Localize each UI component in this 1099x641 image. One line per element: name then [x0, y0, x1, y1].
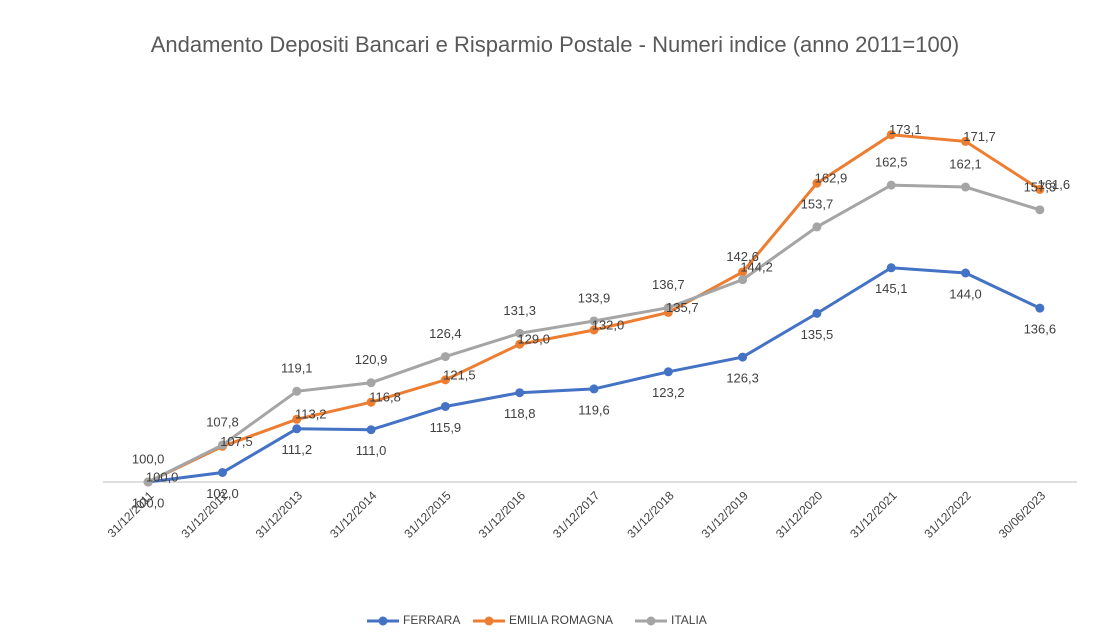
data-point	[961, 136, 971, 146]
data-label: 132,0	[592, 317, 625, 332]
data-point	[366, 397, 376, 407]
data-label: 102,0	[206, 486, 239, 501]
data-label: 131,3	[503, 303, 536, 318]
data-label: 133,9	[578, 290, 611, 305]
data-label: 107,8	[206, 414, 239, 429]
x-tick-label: 31/12/2014	[327, 488, 380, 541]
data-point	[1035, 205, 1045, 215]
legend-marker	[646, 616, 656, 626]
data-point	[589, 325, 599, 335]
data-label: 115,9	[430, 420, 462, 435]
data-point	[440, 401, 450, 411]
data-label: 145,1	[875, 281, 908, 296]
data-label: 100,0	[132, 495, 165, 510]
data-label: 142,6	[726, 249, 759, 264]
data-point	[738, 352, 748, 362]
data-label: 136,7	[652, 277, 685, 292]
chart-title: Andamento Depositi Bancari e Risparmio P…	[150, 32, 960, 57]
data-point	[515, 388, 525, 398]
data-point	[961, 268, 971, 278]
x-tick-label: 31/12/2013	[253, 488, 306, 541]
data-label: 135,7	[666, 300, 699, 315]
data-label: 157,3	[1024, 179, 1057, 194]
x-tick-label: 31/12/2016	[476, 488, 529, 541]
data-label: 126,4	[429, 326, 462, 341]
x-tick-label: 31/12/2019	[699, 488, 752, 541]
data-point	[440, 352, 450, 362]
data-label: 100,0	[132, 451, 165, 466]
x-tick-label: 31/12/2022	[922, 488, 975, 541]
data-label: 135,5	[801, 327, 834, 342]
data-label: 107,5	[220, 434, 253, 449]
data-point	[1035, 184, 1045, 194]
data-point	[886, 180, 896, 190]
data-label: 153,7	[801, 196, 834, 211]
data-label: 111,2	[281, 442, 312, 457]
data-label: 129,0	[517, 332, 550, 347]
data-label: 123,2	[652, 385, 685, 400]
data-point	[812, 178, 822, 188]
data-label: 113,2	[295, 407, 327, 422]
data-label: 120,9	[355, 352, 388, 367]
data-point	[961, 182, 971, 192]
legend-marker	[378, 616, 388, 626]
data-label: 118,8	[504, 406, 536, 421]
data-point	[292, 414, 302, 424]
data-label: 119,1	[281, 361, 313, 376]
x-tick-label: 31/12/2018	[624, 488, 677, 541]
data-point	[589, 316, 599, 326]
data-point	[143, 477, 153, 487]
data-point	[738, 275, 748, 285]
data-label: 173,1	[889, 122, 922, 137]
legend-marker	[484, 616, 494, 626]
data-label: 162,1	[949, 156, 982, 171]
data-label: 161,6	[1038, 177, 1071, 192]
data-label: 162,5	[875, 155, 908, 170]
data-label: 126,3	[726, 371, 759, 386]
x-tick-label: 31/12/2017	[550, 488, 603, 541]
data-label: 162,9	[815, 171, 848, 186]
data-point	[589, 384, 599, 394]
x-tick-label: 31/12/2020	[773, 488, 826, 541]
data-label: 111,0	[356, 443, 387, 458]
legend-label: ITALIA	[671, 613, 707, 627]
legend-label: FERRARA	[403, 613, 460, 627]
legend-label: EMILIA ROMAGNA	[509, 613, 613, 627]
data-point	[738, 267, 748, 277]
x-tick-label: 31/12/2021	[847, 488, 900, 541]
data-point	[515, 328, 525, 338]
data-point	[886, 130, 896, 140]
data-point	[812, 308, 822, 318]
data-label: 144,0	[949, 286, 982, 301]
data-point	[1035, 303, 1045, 313]
data-point	[663, 303, 673, 313]
x-tick-label: 30/06/2023	[996, 488, 1049, 541]
data-point	[217, 440, 227, 450]
data-point	[366, 425, 376, 435]
data-label: 171,7	[963, 129, 996, 144]
data-label: 144,2	[740, 259, 773, 274]
data-label: 116,8	[369, 390, 401, 405]
data-label: 100,0	[146, 469, 179, 484]
data-label: 119,6	[578, 402, 610, 417]
data-point	[217, 468, 227, 477]
data-point	[663, 367, 673, 377]
data-point	[812, 222, 822, 232]
data-point	[292, 386, 302, 396]
data-point	[366, 378, 376, 388]
data-point	[292, 424, 302, 434]
data-point	[515, 339, 525, 349]
x-tick-label: 31/12/2015	[401, 488, 454, 541]
data-point	[440, 375, 450, 385]
data-label: 121,5	[443, 367, 476, 382]
data-point	[886, 263, 896, 273]
data-label: 136,6	[1024, 322, 1057, 337]
